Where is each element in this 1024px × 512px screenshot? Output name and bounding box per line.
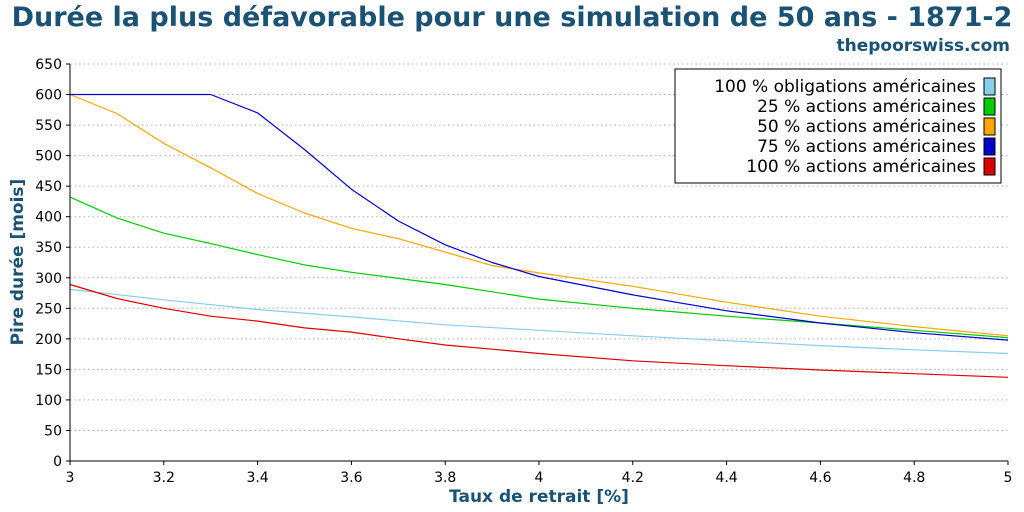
x-tick-label: 3.4 xyxy=(246,470,268,486)
series-line-4 xyxy=(70,93,1009,341)
series-line-3 xyxy=(69,93,1009,337)
series-line-5 xyxy=(69,283,1009,378)
series-lines xyxy=(69,93,1009,378)
x-tick-label: 4 xyxy=(535,470,544,486)
source-watermark: thepoorswiss.com xyxy=(837,36,1011,56)
x-ticks: 3 3.2 3.4 3.6 3.8 4 4.2 4.4 4.6 4.8 5 xyxy=(66,461,1013,486)
legend-label: 75 % actions américaines xyxy=(757,137,976,157)
y-tick-label: 250 xyxy=(35,301,62,317)
x-tick-label: 3.8 xyxy=(434,470,456,486)
legend-label: 100 % obligations américaines xyxy=(714,77,976,97)
x-tick-label: 4.4 xyxy=(715,470,737,486)
legend-swatch xyxy=(983,97,996,116)
y-axis-label: Pire durée [mois] xyxy=(8,179,28,346)
legend-swatch xyxy=(983,157,996,176)
chart-title: Durée la plus défavorable pour une simul… xyxy=(12,2,1013,33)
y-tick-label: 600 xyxy=(35,88,62,104)
y-tick-label: 200 xyxy=(35,332,62,348)
legend-swatch xyxy=(983,117,996,136)
x-tick-label: 4.2 xyxy=(622,470,644,486)
y-tick-label: 400 xyxy=(35,210,62,226)
gridlines xyxy=(70,63,1008,462)
x-tick-label: 5 xyxy=(1004,470,1013,486)
legend-swatch xyxy=(983,77,996,96)
y-tick-label: 100 xyxy=(35,393,62,409)
legend-swatch xyxy=(983,137,996,156)
y-tick-label: 0 xyxy=(53,454,62,470)
x-axis-label: Taux de retrait [%] xyxy=(449,487,629,507)
x-tick-label: 3.6 xyxy=(340,470,362,486)
y-tick-label: 500 xyxy=(35,149,62,165)
legend-box xyxy=(674,68,1002,184)
legend-label: 50 % actions américaines xyxy=(757,117,976,137)
y-tick-label: 150 xyxy=(35,362,62,378)
legend-label: 25 % actions américaines xyxy=(757,97,976,117)
legend-label: 100 % actions américaines xyxy=(746,157,976,177)
y-ticks: 0 50 100 150 200 250 300 350 400 450 500 550 600 650 xyxy=(35,57,70,470)
y-tick-label: 50 xyxy=(44,423,62,439)
x-tick-label: 3 xyxy=(66,470,75,486)
y-tick-label: 300 xyxy=(35,271,62,287)
y-tick-label: 650 xyxy=(35,57,62,73)
y-tick-label: 550 xyxy=(35,118,62,134)
x-tick-label: 4.6 xyxy=(809,470,831,486)
series-line-1 xyxy=(69,288,1009,355)
y-tick-label: 350 xyxy=(35,240,62,256)
y-tick-label: 450 xyxy=(35,179,62,195)
series-line-2 xyxy=(69,196,1009,339)
x-tick-label: 3.2 xyxy=(153,470,175,486)
x-tick-label: 4.8 xyxy=(903,470,925,486)
